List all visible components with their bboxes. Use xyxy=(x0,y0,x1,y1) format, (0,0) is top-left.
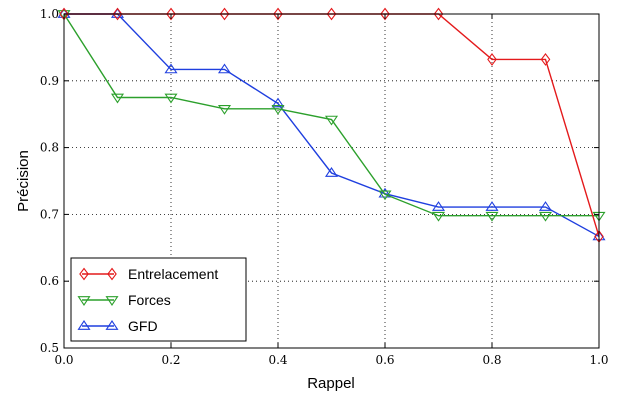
data-point xyxy=(326,7,337,21)
x-axis-label: Rappel xyxy=(307,375,355,392)
data-point xyxy=(271,105,285,115)
plot-frame xyxy=(63,13,600,349)
ticks: 0.0 0.2 0.4 0.6 0.8 1.0 0.5 0.6 0.7 0.8 0.9 1.0 xyxy=(40,7,609,367)
y-tick-label: 0.7 xyxy=(40,207,59,221)
data-point xyxy=(378,190,392,201)
data-point xyxy=(164,93,178,104)
series-line xyxy=(63,13,599,217)
data-point xyxy=(485,211,499,222)
data-point xyxy=(380,7,390,21)
data-point xyxy=(164,63,178,74)
series-line xyxy=(64,13,600,238)
data-point xyxy=(219,7,230,21)
y-tick-label: 0.8 xyxy=(40,141,59,155)
data-point xyxy=(540,53,551,66)
data-point xyxy=(57,10,71,20)
legend: Entrelacement Forces GFD xyxy=(70,257,247,342)
legend-label: GFD xyxy=(128,318,158,334)
data-point xyxy=(271,97,285,108)
data-point xyxy=(433,7,444,21)
legend-marker xyxy=(79,267,89,281)
y-tick-label: 0.6 xyxy=(40,274,59,288)
data-point xyxy=(538,201,553,211)
data-point xyxy=(485,201,499,211)
data-point xyxy=(431,201,446,211)
data-point xyxy=(431,211,446,222)
legend-item-gfd: GFD xyxy=(77,318,158,334)
data-point xyxy=(273,7,283,21)
legend-marker xyxy=(105,296,119,306)
x-tick-label: 0.8 xyxy=(482,353,501,367)
data-point xyxy=(217,105,232,115)
y-tick-label: 0.9 xyxy=(40,74,59,88)
data-point xyxy=(538,211,553,222)
x-tick-label: 0.0 xyxy=(54,353,73,367)
data-point xyxy=(110,93,125,104)
legend-item-entrelacement: Entrelacement xyxy=(79,266,218,282)
data-point xyxy=(110,8,125,18)
legend-marker xyxy=(107,267,117,281)
data-point xyxy=(112,7,123,21)
data-point xyxy=(487,53,497,66)
x-tick-label: 0.6 xyxy=(375,353,394,367)
x-tick-label: 1.0 xyxy=(589,353,608,367)
legend-marker xyxy=(77,320,91,330)
series-layer xyxy=(57,7,606,243)
y-tick-label: 1.0 xyxy=(40,7,59,21)
x-tick-label: 0.2 xyxy=(161,353,180,367)
legend-label: Entrelacement xyxy=(128,266,218,282)
data-point xyxy=(324,167,339,177)
y-tick-label: 0.5 xyxy=(40,341,59,355)
x-tick-label: 0.4 xyxy=(268,353,287,367)
legend-marker xyxy=(77,296,91,306)
data-point xyxy=(378,187,392,198)
legend-label: Forces xyxy=(128,292,171,308)
data-point xyxy=(217,63,232,74)
series-forces xyxy=(57,10,606,222)
y-axis-label: Précision xyxy=(15,150,32,212)
legend-item-forces: Forces xyxy=(77,292,171,308)
data-point xyxy=(324,115,339,126)
data-point xyxy=(166,7,176,21)
legend-marker xyxy=(105,320,119,330)
